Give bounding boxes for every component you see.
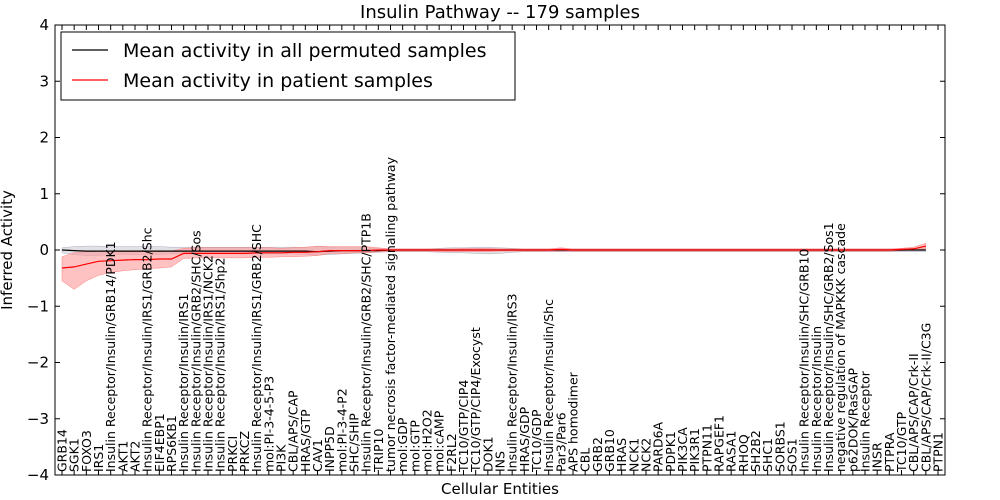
x-tick-label: FOXO3 — [79, 430, 94, 472]
x-tick-label: PIK3CA — [675, 427, 690, 472]
x-tick-label: RHOQ — [736, 434, 751, 472]
legend-box — [60, 31, 516, 101]
x-tick-label: CAV1 — [310, 439, 325, 472]
x-tick-label: AKT1 — [115, 441, 130, 472]
x-tick-label: PTPRA — [882, 432, 897, 472]
x-tick-label: CBL/APS/CAP/Crk-II/C3G — [918, 323, 933, 472]
legend-label-patient: Mean activity in patient samples — [123, 70, 433, 92]
x-tick-label: IRS1 — [91, 444, 106, 472]
x-tick-label: p62DOK/RasGAP — [845, 367, 860, 472]
y-tick-label: 3 — [39, 72, 49, 90]
x-tick-label: TC10/GDP — [529, 409, 544, 473]
x-tick-label: HRAS/GTP — [298, 409, 313, 472]
x-tick-label: NCK1 — [626, 438, 641, 472]
x-tick-label: AKT2 — [128, 441, 143, 472]
x-tick-label: Par3/Par6 — [553, 412, 568, 472]
x-tick-label: Insulin Receptor/Insulin/GRB14/PDK1 — [103, 241, 118, 472]
x-tick-label: PTPN1 — [931, 432, 946, 472]
x-tick-label: F2RL2 — [444, 433, 459, 472]
x-tick-label: Insulin Receptor/Insulin/IRS1/GRB2/SHC — [249, 224, 264, 472]
x-tick-label: SORBS1 — [772, 421, 787, 472]
x-tick-label: PRKCZ — [237, 431, 252, 472]
legend-label-permuted: Mean activity in all permuted samples — [123, 40, 486, 62]
x-tick-label: Insulin Receptor/Insulin/GRB2/SHC/Sos — [188, 230, 203, 472]
x-tick-label: SHC/SHIP — [347, 413, 362, 472]
x-tick-label: RASA1 — [724, 431, 739, 472]
x-tick-label: PDPK1 — [663, 431, 678, 472]
x-tick-label: TRIP10 — [371, 429, 386, 473]
x-tick-label: Insulin Receptor/Insulin/IRS1/GRB2/Shc — [140, 227, 155, 472]
x-tick-label: tumor necrosis factor-mediated signaling… — [383, 156, 398, 472]
x-tick-label: mol:GDP — [395, 417, 410, 472]
x-tick-label: Insulin Receptor/Insulin — [809, 326, 824, 472]
x-tick-label: NCK2 — [639, 438, 654, 472]
x-tick-label: PIK3R1 — [687, 428, 702, 472]
x-tick-label: mol:GTP — [407, 420, 422, 472]
x-tick-label: DOK1 — [480, 436, 495, 472]
x-tick-label: INPP5D — [322, 426, 337, 472]
y-axis: −4 −3 −2 −1 0 1 2 3 4 — [27, 16, 945, 484]
x-tick-label: SGK1 — [67, 438, 82, 472]
chart-title: Insulin Pathway -- 179 samples — [360, 2, 640, 23]
x-axis-label: Cellular Entities — [441, 480, 559, 498]
x-tick-label: INS — [493, 451, 508, 472]
x-tick-label: TC10/GTP — [894, 411, 909, 473]
x-tick-label: CBL/APS/CAP — [286, 390, 301, 472]
x-tick-label: mol:cAMP — [432, 410, 447, 472]
y-tick-label: −2 — [27, 354, 49, 372]
y-tick-label: −4 — [27, 466, 49, 484]
x-tick-label: mol:H2O2 — [420, 409, 435, 472]
x-tick-label: PRKCI — [225, 436, 240, 472]
legend: Mean activity in all permuted samples Me… — [60, 31, 516, 101]
x-tick-label: PARD6A — [651, 421, 666, 472]
x-tick-label: PTPN11 — [699, 424, 714, 472]
x-tick-label: SOS1 — [785, 438, 800, 472]
x-tick-label: APS homodimer — [566, 371, 581, 472]
x-tick-label: Insulin Receptor — [858, 370, 873, 472]
x-tick-label: TC10/GTP/CIP4/Exocyst — [468, 327, 483, 473]
x-tick-label: SHC1 — [760, 438, 775, 472]
x-tick-label: Insulin Receptor/Insulin/IRS1/Shp2 — [213, 258, 228, 472]
y-tick-label: −3 — [27, 410, 49, 428]
y-tick-label: −1 — [27, 297, 49, 315]
x-tick-label: Insulin Receptor/Insulin/SHC/GRB2/Sos1 — [821, 222, 836, 472]
x-tick-label: Insulin Receptor/Insulin/GRB2/SHC/PTP1B — [359, 213, 374, 472]
x-tick-label: HRAS — [614, 438, 629, 472]
x-tick-label: GRB2 — [590, 437, 605, 472]
band-series-1 — [61, 242, 927, 290]
x-tick-label: HRAS/GDP — [517, 406, 532, 472]
y-tick-label: 1 — [39, 185, 49, 203]
lines-layer — [61, 245, 926, 269]
y-axis-label: Inferred Activity — [0, 190, 16, 310]
x-tick-label: Insulin Receptor/Insulin/IRS3 — [505, 294, 520, 472]
x-tick-label: RAPGEF1 — [712, 415, 727, 472]
x-tick-label: EIF4EBP1 — [152, 413, 167, 472]
x-tick-label: GRB14 — [55, 429, 70, 472]
line-series-1 — [61, 245, 926, 269]
x-tick-label: CBL/APS/CAP/Crk-II — [906, 353, 921, 472]
x-tick-label: RPS6KB1 — [164, 415, 179, 472]
x-tick-label: Insulin Receptor/Insulin/IRS1 — [176, 294, 191, 472]
x-tick-label: mol:PI-3-4-5-P3 — [261, 376, 276, 472]
y-tick-label: 4 — [39, 16, 49, 34]
x-tick-label: Insulin Receptor/Insulin/SHC/GRB10 — [797, 249, 812, 472]
x-tick-label: TC10/GTP/CIP4 — [456, 380, 471, 473]
x-tick-label: GRB10 — [602, 429, 617, 472]
x-tick-label: mol:PI-3-4-P2 — [334, 388, 349, 472]
x-tick-label: INSR — [870, 442, 885, 472]
x-tick-label: Insulin Receptor/Insulin/Shc — [541, 299, 556, 472]
x-tick-label: SH2B2 — [748, 430, 763, 472]
x-tick-label: PI3K — [274, 444, 289, 472]
x-tick-label: CBL — [578, 448, 593, 472]
x-tick-label: Insulin Receptor/Insulin/IRS1/NCK2 — [201, 255, 216, 472]
x-tick-label: negative regulation of MAPKKK cascade — [833, 223, 848, 472]
y-tick-label: 0 — [39, 241, 49, 259]
y-tick-label: 2 — [39, 129, 49, 147]
